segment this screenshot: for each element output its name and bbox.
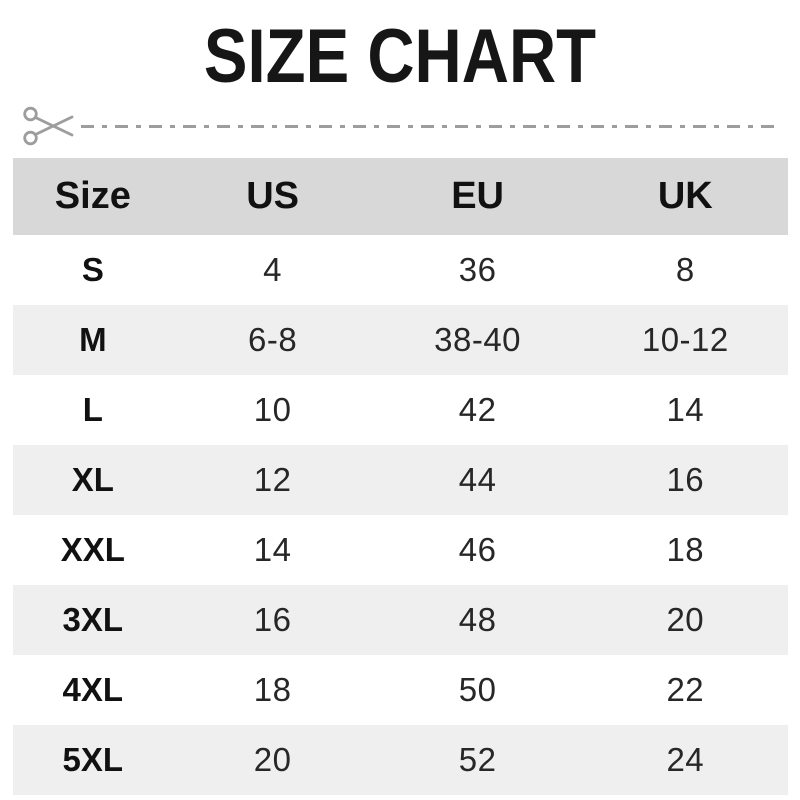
size-label: 5XL — [62, 741, 124, 778]
column-header-uk: UK — [657, 175, 713, 217]
size-label: S — [81, 251, 104, 288]
table-row: 4XL 18 50 22 — [13, 655, 788, 725]
size-value: 36 — [458, 251, 497, 288]
size-value: 6-8 — [248, 321, 298, 358]
size-value: 38-40 — [434, 321, 522, 358]
table-header-row: Size US EU UK — [13, 158, 788, 235]
size-value: 14 — [253, 531, 292, 568]
scissors-icon — [23, 106, 74, 146]
size-value: 50 — [458, 671, 497, 708]
column-header-size: Size — [54, 175, 131, 217]
dashed-cut-line — [81, 124, 782, 128]
page-title: SIZE CHART — [203, 14, 597, 99]
title-bar: SIZE CHART — [0, 14, 800, 99]
size-table: Size US EU UK S 4 36 8 M 6-8 38-40 10-12 L 10 42 14 XL 1… — [13, 158, 788, 795]
size-value: 48 — [458, 601, 497, 638]
size-chart-page: SIZE CHART Size US EU UK S 4 36 8 M 6-8 38-40 10-1… — [0, 14, 800, 800]
size-label: L — [82, 391, 103, 428]
table-row: M 6-8 38-40 10-12 — [13, 305, 788, 375]
table-row: XXL 14 46 18 — [13, 515, 788, 585]
size-label: 3XL — [62, 601, 124, 638]
table-row: L 10 42 14 — [13, 375, 788, 445]
size-value: 16 — [666, 461, 705, 498]
table-row: 3XL 16 48 20 — [13, 585, 788, 655]
size-value: 44 — [458, 461, 497, 498]
size-value: 46 — [458, 531, 497, 568]
size-label: XXL — [60, 531, 125, 568]
table-body: S 4 36 8 M 6-8 38-40 10-12 L 10 42 14 XL 12 44 16 XXL 14 4… — [13, 235, 788, 795]
size-value: 24 — [666, 741, 705, 778]
size-value: 20 — [666, 601, 705, 638]
size-label: XL — [71, 461, 114, 498]
size-value: 8 — [675, 251, 695, 288]
size-value: 42 — [458, 391, 497, 428]
size-value: 14 — [666, 391, 705, 428]
size-value: 10-12 — [641, 321, 729, 358]
table-row: S 4 36 8 — [13, 235, 788, 305]
size-value: 10 — [253, 391, 292, 428]
size-value: 4 — [263, 251, 283, 288]
column-header-us: US — [246, 175, 299, 217]
size-value: 18 — [253, 671, 292, 708]
column-header-eu: EU — [451, 175, 504, 217]
size-label: 4XL — [62, 671, 124, 708]
size-value: 52 — [458, 741, 497, 778]
size-value: 18 — [666, 531, 705, 568]
size-value: 12 — [253, 461, 292, 498]
size-value: 22 — [666, 671, 705, 708]
table-row: XL 12 44 16 — [13, 445, 788, 515]
table-row: 5XL 20 52 24 — [13, 725, 788, 795]
cut-line — [22, 104, 782, 148]
size-value: 16 — [253, 601, 292, 638]
size-label: M — [79, 321, 107, 358]
size-value: 20 — [253, 741, 292, 778]
